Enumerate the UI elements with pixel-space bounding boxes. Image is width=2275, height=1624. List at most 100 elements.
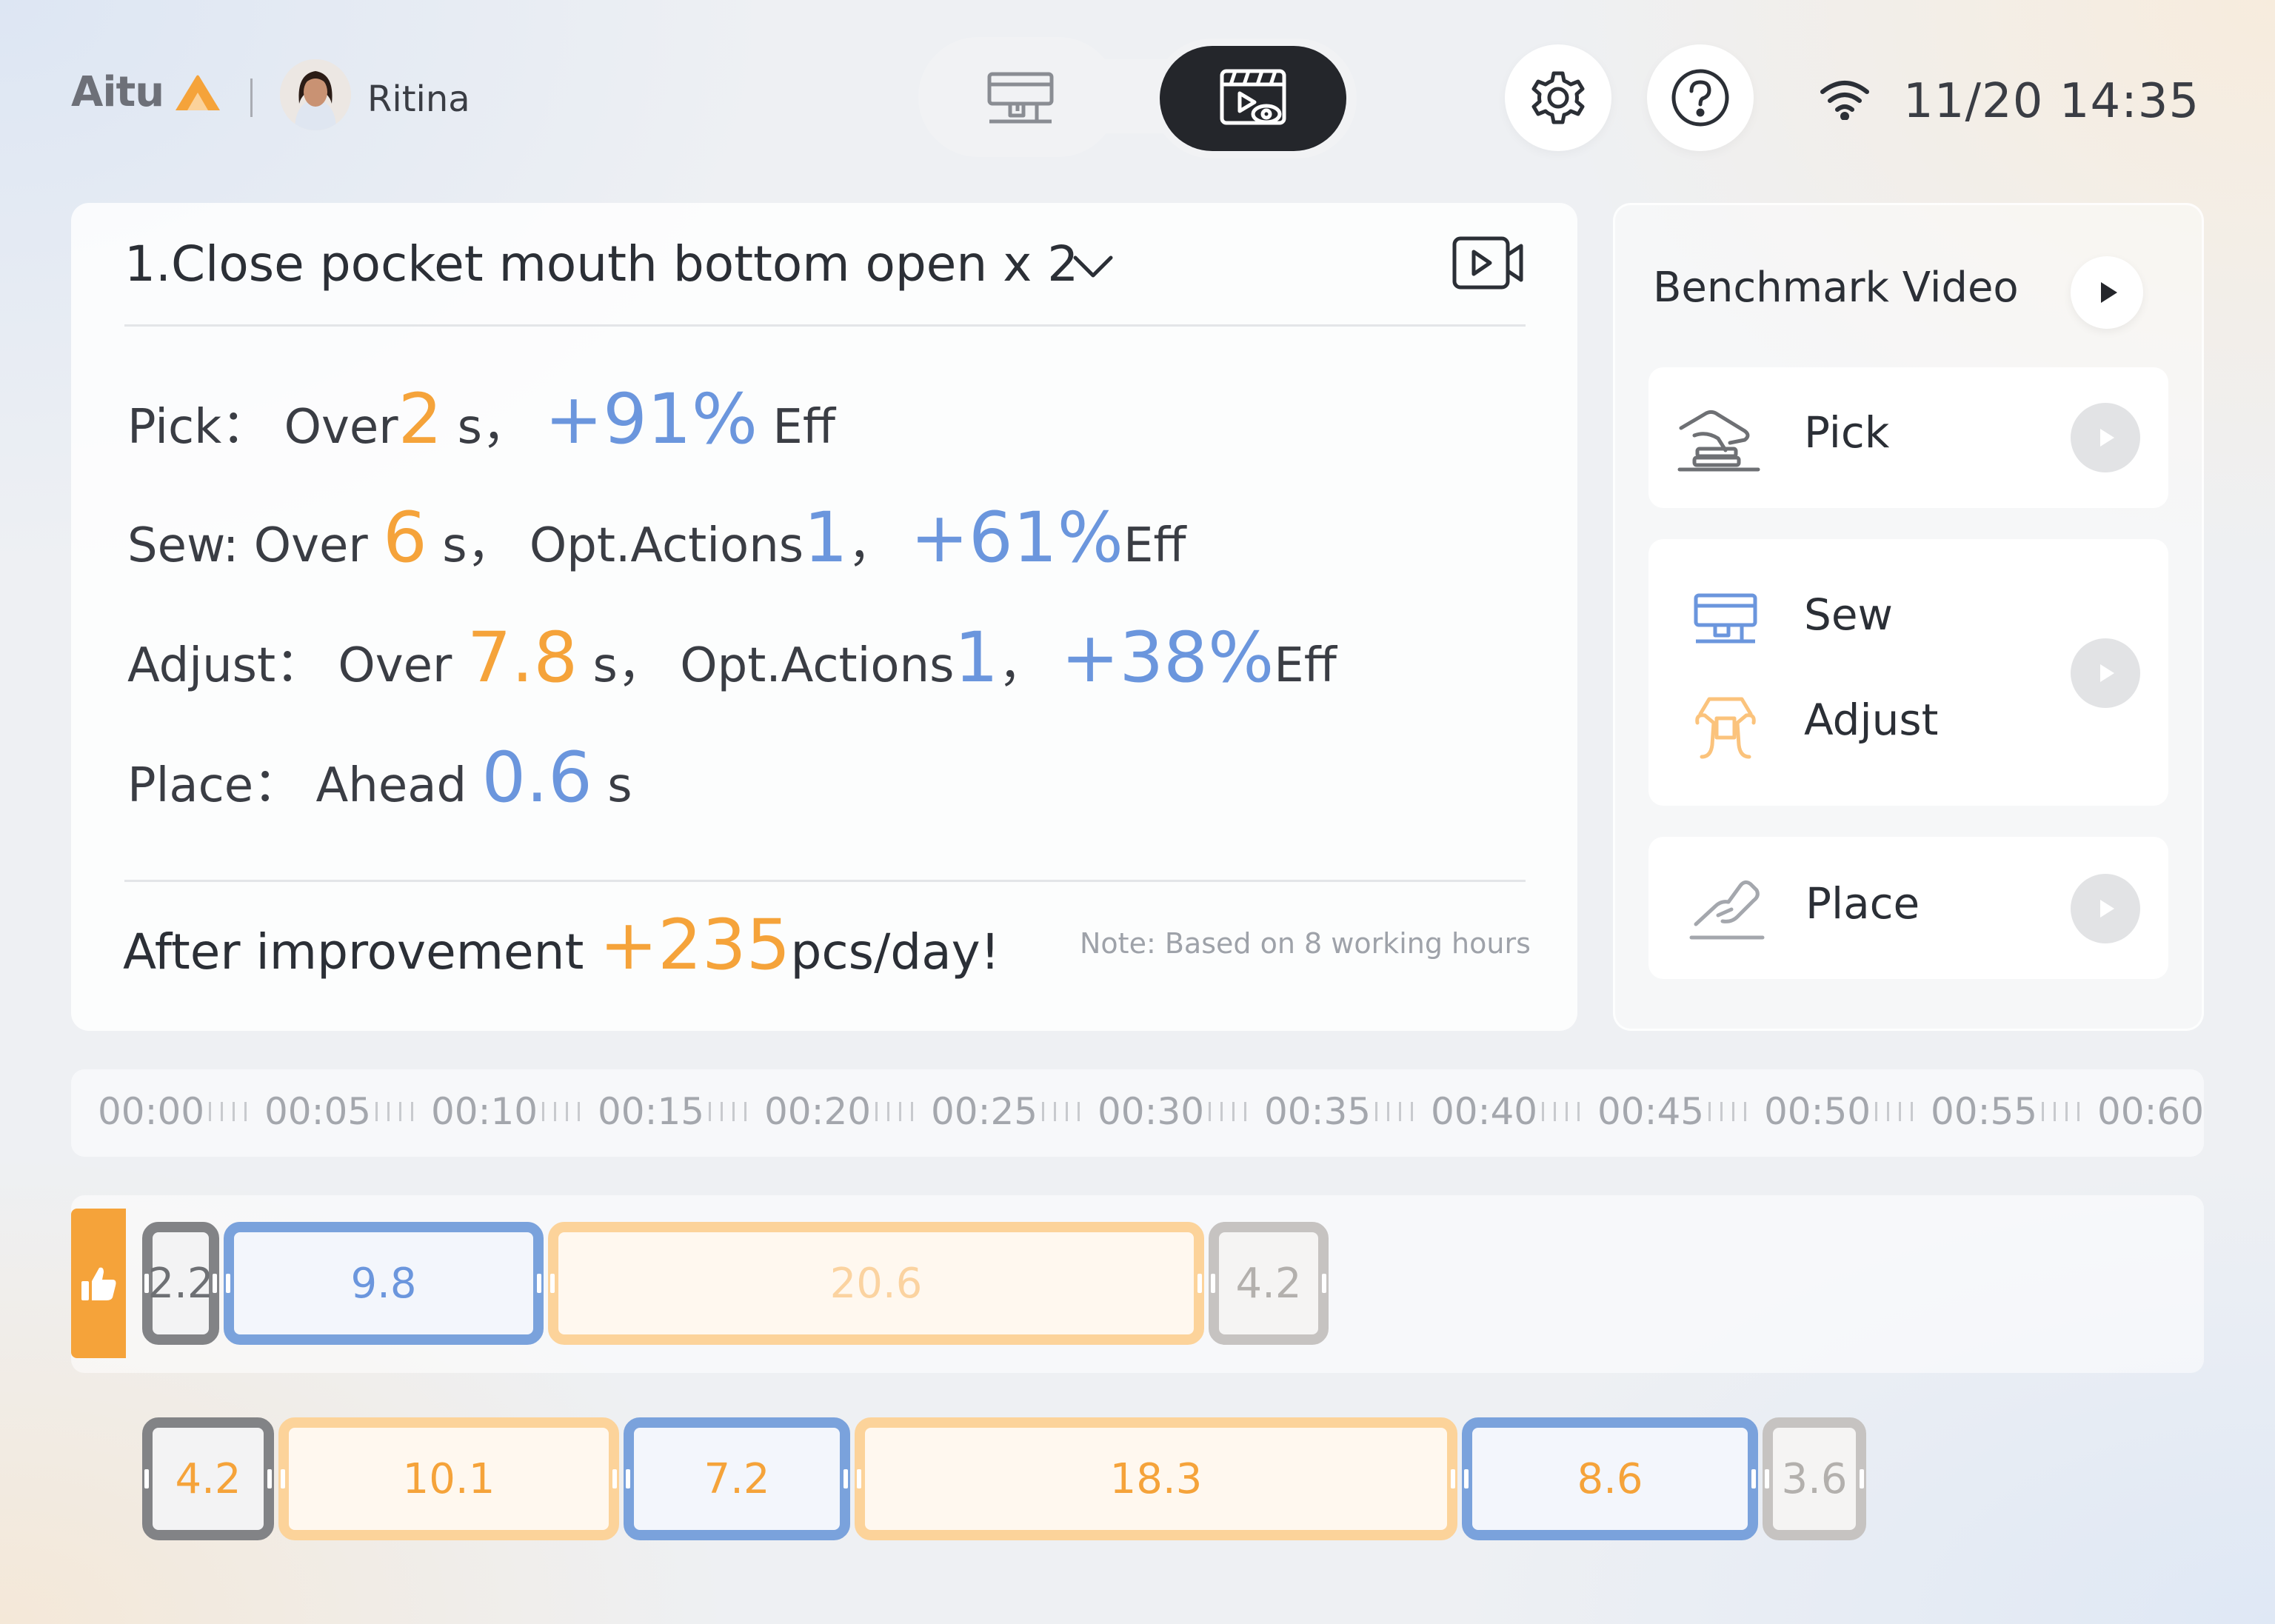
benchmark-item-label: Sew: [1804, 589, 1893, 640]
metric-eff-value: +61%: [910, 498, 1123, 578]
video-play-icon[interactable]: [1451, 235, 1524, 290]
metric-eff-label: Eff: [772, 400, 835, 455]
improvement-label: After improvement: [123, 923, 584, 980]
metric-over-value: 7.8: [467, 618, 578, 698]
segment-duration: 10.1: [402, 1454, 495, 1503]
pick-play-button[interactable]: [2071, 403, 2140, 472]
timeline-minor-tick: [542, 1102, 544, 1121]
track1-place-segment[interactable]: 4.2: [1209, 1222, 1329, 1345]
timeline-minor-tick: [1744, 1102, 1746, 1121]
metric-unit: s: [607, 758, 632, 813]
hands-adjust-icon: [1695, 697, 1756, 759]
metric-label: Place：: [127, 758, 301, 813]
metric-opt-value: 1: [954, 618, 999, 698]
sewing-machine-icon[interactable]: [985, 68, 1056, 127]
metric-label: Pick：: [127, 400, 270, 455]
track1-pick-segment[interactable]: 2.2: [142, 1222, 219, 1345]
timeline-minor-tick: [1875, 1102, 1877, 1121]
timeline-minor-tick: [1399, 1102, 1401, 1121]
wifi-icon: [1820, 81, 1869, 120]
mode-switch-track: [918, 37, 1118, 157]
timeline-minor-tick: [732, 1102, 735, 1121]
timeline-tick-label: 00:60: [2097, 1090, 2205, 1133]
timeline-tick-label: 00:50: [1764, 1090, 1871, 1133]
segment-handle[interactable]: [144, 1274, 149, 1293]
segment-handle[interactable]: [1197, 1274, 1202, 1293]
timeline-minor-tick: [387, 1102, 390, 1121]
timeline-minor-tick: [1708, 1102, 1711, 1121]
timeline-minor-tick: [887, 1102, 889, 1121]
settings-button[interactable]: [1505, 44, 1611, 151]
timeline-tick-label: 00:30: [1098, 1090, 1205, 1133]
timeline-tick-label: 00:05: [264, 1090, 372, 1133]
timeline-minor-tick: [399, 1102, 401, 1121]
gear-icon: [1531, 71, 1585, 124]
track2-place-segment[interactable]: 3.6: [1763, 1417, 1866, 1540]
segment-handle[interactable]: [1751, 1469, 1756, 1488]
benchmark-badge: [71, 1209, 126, 1358]
segment-handle[interactable]: [226, 1274, 230, 1293]
hand-place-icon: [1689, 880, 1765, 940]
segment-handle[interactable]: [1211, 1274, 1215, 1293]
segment-handle[interactable]: [1464, 1469, 1469, 1488]
segment-handle[interactable]: [612, 1469, 617, 1488]
segment-handle[interactable]: [843, 1469, 848, 1488]
chevron-down-icon[interactable]: [1071, 252, 1115, 281]
timeline-minor-tick: [244, 1102, 247, 1121]
segment-handle[interactable]: [1451, 1469, 1455, 1488]
segment-handle[interactable]: [857, 1469, 861, 1488]
segment-handle[interactable]: [1860, 1469, 1864, 1488]
benchmark-item-place[interactable]: Place: [1648, 837, 2168, 979]
datetime: 11/20 14:35: [1903, 74, 2200, 129]
play-icon: [2100, 429, 2114, 447]
timeline-tick-label: 00:55: [1931, 1090, 2038, 1133]
metric-ahead-label: Ahead: [315, 758, 467, 813]
segment-handle[interactable]: [550, 1274, 555, 1293]
track2-adjust-segment[interactable]: 18.3: [855, 1417, 1457, 1540]
benchmark-title: Benchmark Video: [1653, 264, 2019, 312]
place-play-button[interactable]: [2071, 874, 2140, 943]
track1-sew-segment[interactable]: 9.8: [224, 1222, 544, 1345]
segment-handle[interactable]: [1765, 1469, 1769, 1488]
track2-pick-segment[interactable]: 4.2: [142, 1417, 274, 1540]
task-summary-card: [71, 203, 1577, 1031]
timeline-minor-tick: [709, 1102, 711, 1121]
timeline-ruler[interactable]: [71, 1069, 2204, 1157]
card-divider: [124, 880, 1526, 882]
segment-duration: 7.2: [704, 1454, 770, 1503]
segment-handle[interactable]: [267, 1469, 272, 1488]
benchmark-item-sew-adjust[interactable]: Sew Adjust: [1648, 539, 2168, 806]
metric-separator: ，: [847, 518, 895, 573]
track2-sew-segment[interactable]: 8.6: [1462, 1417, 1758, 1540]
track2-sew-segment[interactable]: 7.2: [624, 1417, 850, 1540]
help-button[interactable]: [1647, 44, 1754, 151]
timeline-minor-tick: [744, 1102, 746, 1121]
play-icon: [2101, 282, 2117, 303]
task-title[interactable]: 1.Close pocket mouth bottom open x 2: [124, 235, 1079, 293]
segment-handle[interactable]: [281, 1469, 285, 1488]
segment-handle[interactable]: [213, 1274, 217, 1293]
segment-handle[interactable]: [1322, 1274, 1326, 1293]
mode-video-review-button[interactable]: [1160, 46, 1346, 151]
benchmark-item-label: Place: [1805, 878, 1920, 929]
segment-duration: 4.2: [1235, 1259, 1302, 1308]
segment-handle[interactable]: [537, 1274, 541, 1293]
benchmark-play-button[interactable]: [2071, 256, 2143, 329]
benchmark-item-pick[interactable]: Pick: [1648, 367, 2168, 508]
timeline-minor-tick: [411, 1102, 413, 1121]
segment-handle[interactable]: [626, 1469, 630, 1488]
metric-unit: s，: [457, 400, 530, 455]
timeline-tick-label: 00:15: [598, 1090, 705, 1133]
sew-adjust-play-button[interactable]: [2071, 638, 2140, 708]
track2-adjust-segment[interactable]: 10.1: [278, 1417, 619, 1540]
avatar[interactable]: [280, 59, 351, 130]
segment-duration: 4.2: [175, 1454, 241, 1503]
video-review-icon[interactable]: [1217, 67, 1289, 130]
benchmark-item-label: Adjust: [1804, 695, 1939, 745]
track1-adjust-segment[interactable]: 20.6: [548, 1222, 1204, 1345]
brand-logo: Aitu: [71, 68, 224, 116]
timeline-minor-tick: [1078, 1102, 1080, 1121]
timeline-minor-tick: [1054, 1102, 1056, 1121]
segment-handle[interactable]: [144, 1469, 149, 1488]
metric-opt-value: 1: [804, 498, 848, 578]
